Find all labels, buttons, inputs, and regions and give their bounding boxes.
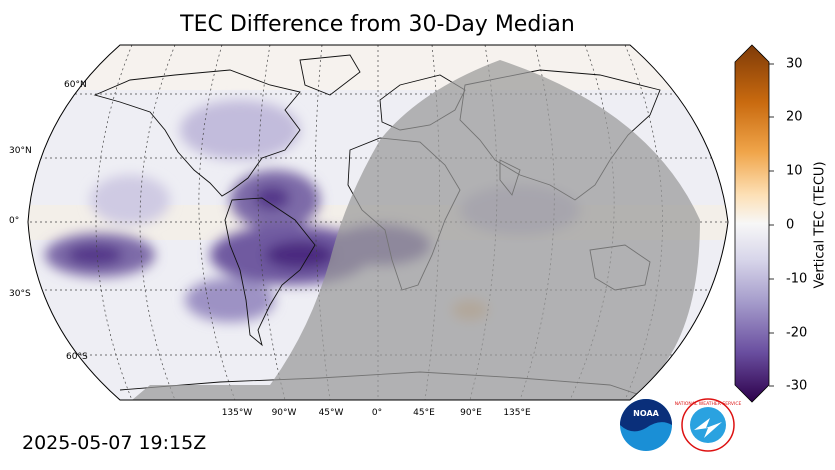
anomaly-caribbean-core (254, 186, 290, 210)
colorbar-body (734, 44, 770, 403)
anomaly-south-america-core (265, 241, 335, 269)
noaa-logo: NOAA (620, 399, 672, 451)
anomaly-north-america (180, 100, 300, 160)
night-shading (120, 60, 700, 400)
colorbar-tick-minus10: -10 (786, 271, 808, 287)
colorbar-tick-20: 20 (786, 109, 803, 125)
lon-label-90e: 90°E (460, 408, 482, 418)
lat-label-0: 0° (9, 216, 20, 226)
lat-label-60s: 60°S (66, 352, 88, 362)
colorbar-tick-0: 0 (786, 217, 795, 233)
globe (28, 45, 728, 400)
lon-label-135e: 135°E (503, 408, 531, 418)
globe-border (27, 44, 729, 401)
lon-label-45w: 45°W (318, 408, 344, 418)
greenland (299, 54, 361, 96)
anomaly-pacific-core (67, 244, 123, 266)
colorbar-tick-30: 30 (786, 56, 803, 72)
lon-label-135w: 135°W (221, 408, 253, 418)
colorbar-ticks (769, 63, 774, 387)
noaa-logo-text: NOAA (633, 409, 659, 418)
anomaly-south-pacific (185, 278, 275, 322)
nws-logo-text: NATIONAL WEATHER SERVICE (675, 401, 742, 407)
lon-label-90w: 90°W (271, 408, 297, 418)
south-america (224, 197, 316, 347)
anomaly-east-pacific (90, 175, 170, 225)
timestamp: 2025-05-07 19:15Z (22, 432, 207, 454)
lat-label-30s: 30°S (9, 289, 31, 299)
lat-label-30n: 30°N (9, 146, 32, 156)
colorbar-tick-10: 10 (786, 163, 803, 179)
colorbar-label: Vertical TEC (TECU) (812, 161, 828, 289)
lon-label-0: 0° (371, 408, 383, 418)
north-america (93, 69, 301, 197)
colorbar-tick-minus20: -20 (786, 325, 808, 341)
lon-label-45e: 45°E (413, 408, 435, 418)
colorbar-tick-minus30: -30 (786, 378, 808, 394)
tec-north-band (28, 45, 728, 90)
figure-title: TEC Difference from 30-Day Median (180, 12, 575, 37)
nws-logo: NATIONAL WEATHER SERVICE (675, 398, 742, 452)
lat-label-60n: 60°N (64, 80, 87, 90)
colorbar (734, 44, 774, 403)
